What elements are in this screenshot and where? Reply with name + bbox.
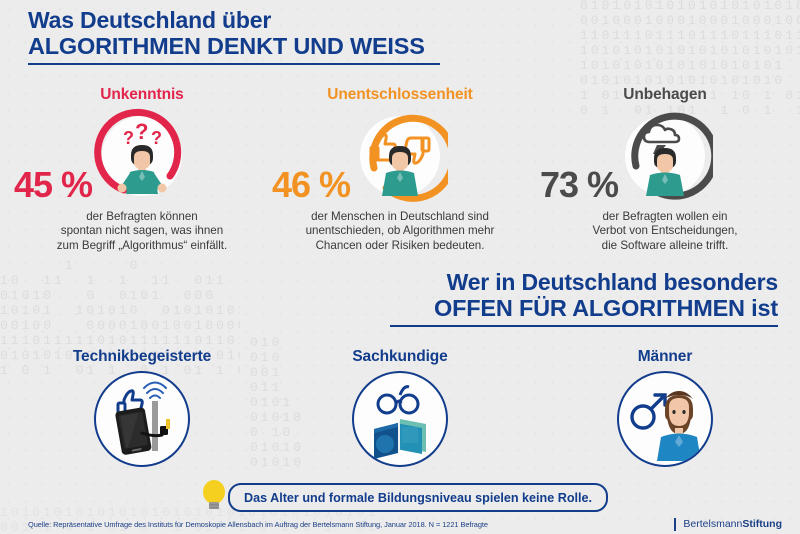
stat-description: der Menschen in Deutschland sind unentsc… bbox=[272, 210, 528, 253]
main-title-line2: ALGORITHMEN DENKT UND WEISS bbox=[28, 33, 425, 59]
stat-desc-line2: unentschieden, ob Algorithmen mehr bbox=[305, 224, 495, 238]
title-rule bbox=[28, 63, 440, 65]
stat-visual: 73 % bbox=[540, 108, 790, 205]
footer: Quelle: Repräsentative Umfrage des Insti… bbox=[0, 514, 800, 534]
secondary-title: Wer in Deutschland besonders OFFEN FÜR A… bbox=[390, 270, 778, 327]
callout-box: Das Alter und formale Bildungsniveau spi… bbox=[228, 483, 609, 512]
callout-text: Das Alter und formale Bildungsniveau spi… bbox=[244, 490, 593, 505]
stat-block-unentschlossenheit: Unentschlossenheit bbox=[272, 86, 528, 253]
smartphone-thumbs-up-antenna-icon bbox=[115, 381, 170, 455]
stat-desc-line1: der Befragten wollen ein bbox=[602, 210, 728, 223]
question-marks-shrugging-person-icon: ? ? ? bbox=[94, 108, 182, 196]
stat-percent: 45 % bbox=[14, 164, 93, 205]
glasses-books-icon bbox=[374, 385, 426, 459]
storm-cloud-person-icon bbox=[625, 112, 719, 200]
main-title: Was Deutschland über ALGORITHMEN DENKT U… bbox=[28, 8, 440, 65]
secondary-title-rule bbox=[390, 325, 778, 327]
stat-desc-line1: der Menschen in Deutschland sind bbox=[311, 210, 489, 223]
stat-desc-line3: Chancen oder Risiken bedeuten. bbox=[315, 238, 485, 252]
stat-percent: 73 % bbox=[540, 164, 619, 205]
stat-desc-line2: spontan nicht sagen, was ihnen bbox=[60, 224, 224, 238]
stat-ring bbox=[617, 108, 719, 204]
stat-visual: ? ? ? 45 % bbox=[14, 108, 270, 205]
svg-text:?: ? bbox=[123, 128, 134, 148]
stat-desc-line3: die Software alleine trifft. bbox=[601, 238, 729, 252]
tile-icon-circle bbox=[617, 371, 713, 467]
logo-word-bertelsmann: Bertelsmann bbox=[683, 518, 743, 530]
stat-category-label: Unentschlossenheit bbox=[327, 86, 473, 103]
source-note: Quelle: Repräsentative Umfrage des Insti… bbox=[28, 519, 488, 529]
bertelsmann-stiftung-logo: BertelsmannStiftung bbox=[674, 517, 782, 531]
main-title-line1: Was Deutschland über bbox=[28, 7, 272, 33]
stat-visual: 46 % bbox=[272, 108, 528, 205]
stat-description: der Befragten wollen ein Verbot von Ents… bbox=[540, 210, 790, 253]
stat-block-unbehagen: Unbehagen bbox=[540, 86, 790, 253]
stat-ring bbox=[352, 108, 457, 204]
tile-icon-circle bbox=[352, 371, 448, 467]
thumbs-up-down-person-icon bbox=[360, 114, 457, 202]
stat-category-label: Unbehagen bbox=[623, 86, 707, 103]
tile-icon-circle bbox=[94, 371, 190, 467]
tile-maenner: Männer bbox=[540, 348, 790, 467]
tile-technikbegeisterte: Technikbegeisterte bbox=[14, 348, 270, 467]
tile-caption: Sachkundige bbox=[352, 348, 448, 365]
stat-ring: ? ? ? bbox=[94, 108, 190, 204]
stat-category-label: Unkenntnis bbox=[100, 86, 184, 103]
secondary-title-line2: OFFEN FÜR ALGORITHMEN ist bbox=[433, 295, 778, 321]
male-symbol-bearded-man-icon bbox=[630, 391, 701, 461]
stat-percent: 46 % bbox=[272, 164, 351, 205]
svg-text:?: ? bbox=[135, 119, 148, 144]
svg-text:?: ? bbox=[151, 128, 162, 148]
stat-desc-line2: Verbot von Entscheidungen, bbox=[592, 224, 738, 238]
stat-block-unkenntnis: Unkenntnis ? ? ? bbox=[14, 86, 270, 253]
logo-bar bbox=[674, 517, 677, 531]
stat-description: der Befragten können spontan nicht sagen… bbox=[14, 210, 270, 253]
stat-desc-line3: zum Begriff „Algorithmus“ einfällt. bbox=[56, 238, 228, 252]
logo-word-stiftung: Stiftung bbox=[742, 518, 782, 530]
tile-sachkundige: Sachkundige bbox=[272, 348, 528, 467]
stat-desc-line1: der Befragten können bbox=[86, 210, 198, 223]
tile-caption: Männer bbox=[637, 348, 693, 365]
tile-caption: Technikbegeisterte bbox=[72, 348, 212, 365]
secondary-title-line1: Wer in Deutschland besonders bbox=[446, 269, 779, 295]
lightbulb-icon bbox=[203, 480, 225, 509]
